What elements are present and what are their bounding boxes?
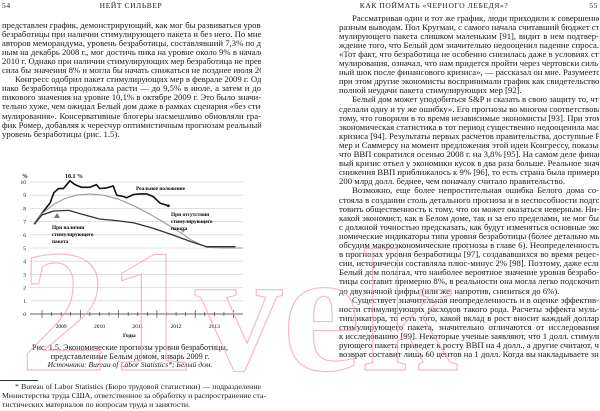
text-line: 200 млрд долл. беднее, чем поначалу счит… xyxy=(339,177,566,187)
y-tick-label: 1 xyxy=(23,299,26,305)
text-line: сии, исторически составляла плюс-минус 2… xyxy=(339,259,599,269)
series-line xyxy=(33,179,169,225)
x-axis-label: Годы xyxy=(123,333,136,339)
text-line: до двузначной цифры (или же, напротив, с… xyxy=(339,286,560,296)
y-tick-label: 4 xyxy=(23,259,26,265)
triangle-down-marker xyxy=(180,229,186,233)
text-line: уровень безработицы (рис. 1.5). xyxy=(2,129,120,139)
text-line: тицы составит примерно 8%, в реальности … xyxy=(339,277,599,287)
x-tick-label: 2013 xyxy=(209,324,220,330)
text-line: рующего пакета приведет к росту ВВП на 4… xyxy=(339,341,599,351)
text-line: ждение того, что Белый дом значительно н… xyxy=(339,40,599,50)
text-line: товить общественность к тому, что он мож… xyxy=(339,204,599,214)
series-end-marker xyxy=(166,204,170,208)
y-tick-label: 6 xyxy=(23,233,26,239)
text-line: нако безработица продолжала расти — до 9… xyxy=(2,84,261,94)
y-tick-label: 3 xyxy=(23,272,26,278)
x-tick-label: 2012 xyxy=(171,324,182,330)
series-label: При отсутствии xyxy=(171,212,209,218)
y-tick-label: 7 xyxy=(23,220,26,226)
text-line: кризиса [94]. Результаты первых расчетов… xyxy=(339,131,599,141)
text-line: «Тот факт, что безработица не особенно с… xyxy=(339,49,599,59)
text-line: Министерства труда США, ответственное за… xyxy=(2,391,266,401)
text-line: Рассматривая один и тот же график, люди … xyxy=(352,13,599,23)
left-page-number: 54 xyxy=(2,1,11,10)
text-line: стояла в создании столь детального прогн… xyxy=(339,195,599,205)
y-tick-label: 9 xyxy=(23,193,26,199)
right-page-number: 55 xyxy=(589,1,598,10)
text-line: стимулирующего пакета, значительно отлич… xyxy=(339,322,599,332)
left-running-title: НЕЙТ СИЛЬВЕР xyxy=(99,1,163,10)
y-tick-label: 10 xyxy=(21,180,27,186)
y-tick-label: 8 xyxy=(23,206,26,212)
series-line xyxy=(33,209,236,248)
text-line: снижения ВВП приближалось к 9% [96], то … xyxy=(339,168,599,178)
y-tick-label: 0 xyxy=(23,312,26,318)
text-line: Конгресс одобрил пакет стимулирующих мер… xyxy=(15,75,261,85)
text-line: при этом другие экономисты воспринимали … xyxy=(339,77,599,87)
triangle-up-marker xyxy=(54,213,60,218)
text-line: обсудим макроэкономические прогнозы в гл… xyxy=(339,241,599,250)
text-line: вый кризис отъел у экономики кусок в два… xyxy=(339,159,599,169)
text-line: пикового значения на уровне 10,1% в октя… xyxy=(2,93,261,103)
text-line: мулирования». Консервативные блогеры нас… xyxy=(2,111,261,121)
text-line: ный шок после финансового кризиса», — ра… xyxy=(339,68,599,78)
text-line: с должной точностью предсказать, как буд… xyxy=(339,222,599,232)
text-line: мулирования, означал, что нам придется п… xyxy=(339,59,599,68)
series-label: пакета xyxy=(52,239,69,245)
text-line: представлен график, демонстрирующий, как… xyxy=(2,20,261,30)
text-line: ным на декабрь 2008 г., мог достичь пика… xyxy=(2,47,261,57)
text-line: Существует значительная неопределенность… xyxy=(352,295,599,305)
peak-annotation: 10.1 % xyxy=(65,174,83,180)
series-label: Реальное положение xyxy=(136,186,186,192)
text-line: * Bureau of Labor Statistics (Бюро трудо… xyxy=(15,382,261,391)
text-line: типликатора, то есть того, какой вклад в… xyxy=(339,313,599,323)
right-running-title: КАК ПОЙМАТЬ «ЧЕРНОГО ЛЕБЕДЯ»? xyxy=(359,1,509,10)
series-label: стимулирующего xyxy=(171,219,213,225)
y-tick-label: 2 xyxy=(23,286,26,292)
text-line: номические индикаторы типа уровня безраб… xyxy=(339,231,599,241)
text-line: ности стимулирующих расходов такого рода… xyxy=(339,304,599,314)
text-line: к исследованию [99]. Некоторые ученые за… xyxy=(339,332,599,341)
text-line: возврат составит лишь 60 центов на 1 дол… xyxy=(339,350,599,360)
text-line: фик Ромер, добавляя к чересчур оптимисти… xyxy=(2,120,261,130)
text-line: Возможно, еще более непростительная ошиб… xyxy=(352,186,599,196)
text-line: в прогнозах уровня безработицы [97], соз… xyxy=(339,250,599,260)
text-line: мулирующего пакета слишком маленьким [91… xyxy=(339,31,599,41)
text-line: разным выводам. Пол Кругман, с самого на… xyxy=(339,22,599,32)
y-axis-label: % xyxy=(22,174,28,180)
text-line: сделали одну и ту же ошибку». Его прогно… xyxy=(339,104,599,114)
text-line: мер и Саммерсу на момент предложения это… xyxy=(339,140,599,150)
text-line: тому, что говорили в то время независимы… xyxy=(339,113,599,123)
series-label: пакета xyxy=(171,226,188,232)
text-line: экономическая статистика в тот период су… xyxy=(339,122,599,132)
figure-caption-line1: Рис. 1.5. Экономические прогнозы уровня … xyxy=(32,343,228,352)
text-line: 2010 г. Однако при наличии стимулирующих… xyxy=(2,56,261,66)
x-tick-label: 2011 xyxy=(132,324,143,330)
text-line: сила бы значения 8% и могла бы начать сн… xyxy=(2,66,261,75)
figure-caption-line2: представленные Белым домом, январь 2009 … xyxy=(50,351,210,361)
text-line: авторов меморандума, уровень безработицы… xyxy=(2,38,261,48)
text-line: безработицы при наличии стимулирующего п… xyxy=(2,29,261,39)
text-line: что ВВП сократился осенью 2008 г. на 3,8… xyxy=(339,150,599,159)
text-line: тельно хуже, чем ожидал Белый дом даже в… xyxy=(2,102,261,112)
text-line: какой экономист, как в Белом доме, так и… xyxy=(339,213,599,223)
footnote-rule xyxy=(0,380,38,381)
series-label: При наличии xyxy=(52,225,84,231)
x-tick-label: 2009 xyxy=(56,324,67,330)
unemployment-chart: % 0 1 2 3 4 5 6 7 8 9 10 2009 2010 2011 2012 2013 10.1 … xyxy=(21,174,244,339)
text-line: тистических материалов по вопросам труда… xyxy=(2,400,190,410)
series-label: стимулирующего xyxy=(52,232,94,238)
figure-source: Источники: Bureau of Labor Statistics*; … xyxy=(47,360,213,369)
text-line: полной неудачи пакета стимулирующих мер … xyxy=(339,86,522,96)
text-line: Белый дом может уподобиться S&P и сказат… xyxy=(352,95,599,105)
x-tick-label: 2010 xyxy=(94,324,105,330)
text-line: Белый дом полагал, что наиболее вероятно… xyxy=(339,268,599,278)
y-tick-label: 5 xyxy=(23,246,26,252)
